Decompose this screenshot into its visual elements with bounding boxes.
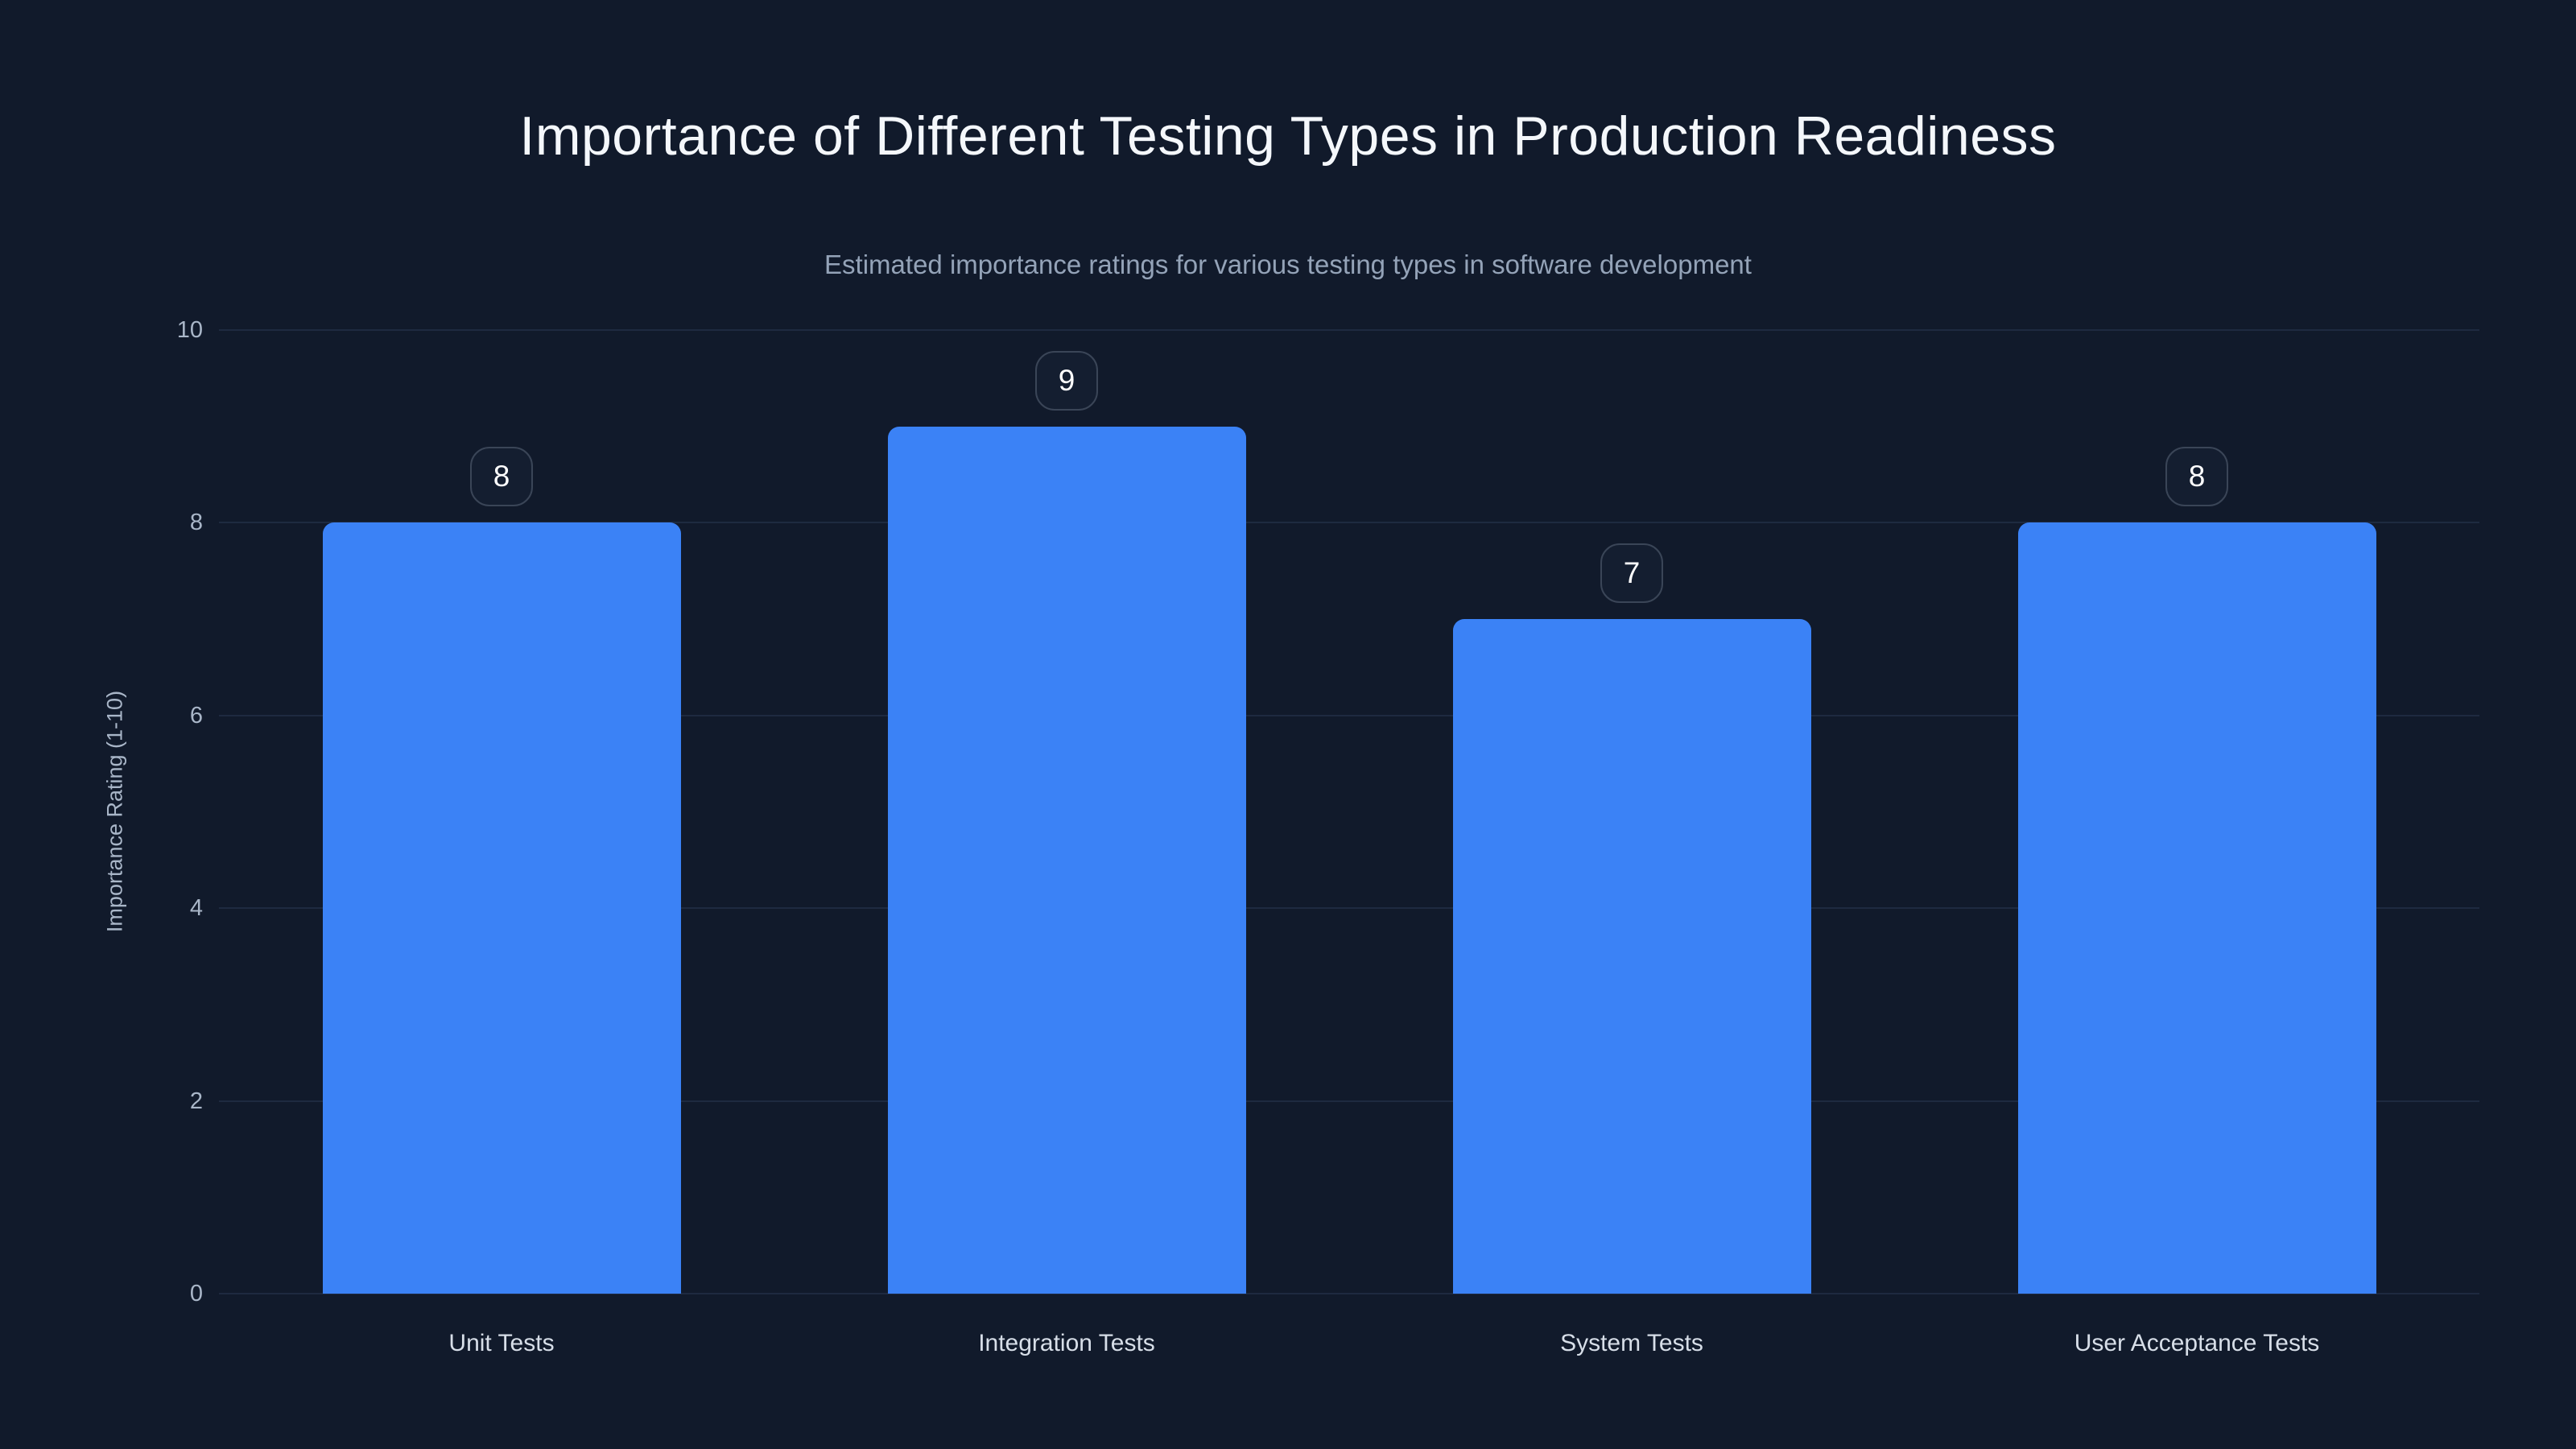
- gridline: [219, 714, 2479, 716]
- y-tick-label: 8: [189, 510, 203, 536]
- gridline: [219, 329, 2479, 331]
- value-badge: 8: [2165, 447, 2228, 507]
- value-badge: 7: [1600, 543, 1663, 604]
- value-badge-label: 9: [1058, 363, 1075, 397]
- y-tick-label: 6: [189, 702, 203, 729]
- chart-title: Importance of Different Testing Types in…: [519, 105, 2057, 167]
- category-label: User Acceptance Tests: [2074, 1330, 2320, 1356]
- bar-user-acceptance-tests: [2017, 522, 2376, 1294]
- gridline: [219, 522, 2479, 524]
- y-tick-label: 4: [189, 895, 203, 922]
- gridline: [219, 907, 2479, 910]
- chart-subtitle: Estimated importance ratings for various…: [824, 250, 1752, 279]
- category-label: Integration Tests: [978, 1330, 1155, 1356]
- value-badge: 8: [470, 447, 533, 507]
- plot-area: 0 2 4 6 8 10 8 Unit Tests 9 Integration Tests 7 Sys…: [177, 317, 2479, 1356]
- category-label: Unit Tests: [448, 1330, 555, 1356]
- gridline: [219, 1293, 2479, 1294]
- value-badge-label: 7: [1623, 556, 1641, 590]
- bar-system-tests: [1452, 619, 1811, 1294]
- y-tick-label: 10: [176, 317, 203, 343]
- bar-unit-tests: [322, 522, 681, 1294]
- value-badge-label: 8: [493, 460, 510, 493]
- category-label: System Tests: [1560, 1330, 1703, 1356]
- value-badge-label: 8: [2188, 460, 2206, 493]
- y-tick-label: 2: [189, 1088, 203, 1114]
- gridline: [219, 1100, 2479, 1102]
- value-badge: 9: [1035, 350, 1098, 411]
- bar-integration-tests: [887, 426, 1246, 1294]
- y-tick-label: 0: [189, 1281, 203, 1307]
